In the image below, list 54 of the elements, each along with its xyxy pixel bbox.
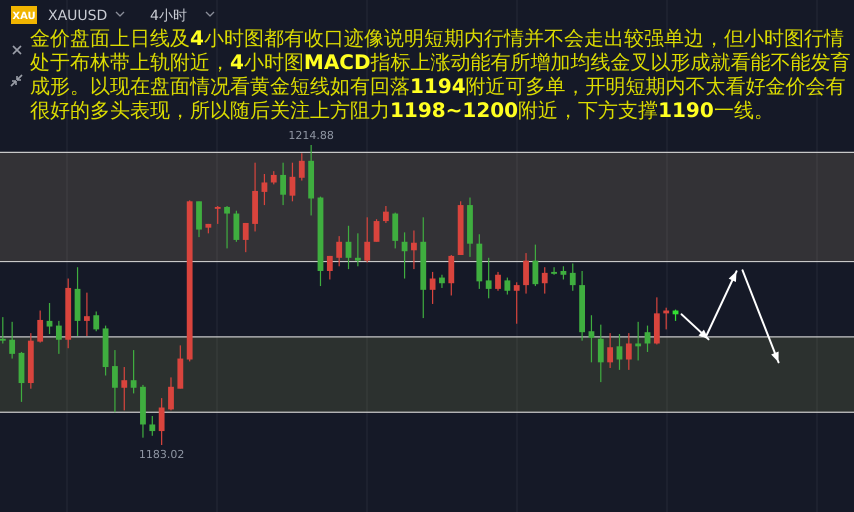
candlestick	[430, 271, 436, 305]
candlestick	[262, 173, 268, 206]
candlestick	[607, 332, 614, 369]
candlestick	[326, 255, 333, 280]
candlestick	[598, 324, 604, 383]
chart-subtitle: 4小时	[150, 8, 187, 24]
candlestick	[84, 292, 90, 337]
candlestick	[158, 398, 165, 446]
candlestick	[56, 320, 62, 354]
candlestick	[439, 274, 445, 289]
candlestick	[270, 170, 277, 185]
candlestick	[9, 321, 16, 360]
candlestick	[336, 236, 342, 267]
candlestick	[290, 162, 296, 202]
candlestick	[374, 218, 380, 242]
candlestick	[411, 230, 417, 270]
candlestick	[402, 232, 408, 280]
candlestick	[168, 376, 174, 411]
text: XAU	[12, 11, 36, 22]
candlestick	[514, 282, 520, 324]
candlestick	[644, 325, 650, 353]
candlestick	[346, 225, 352, 270]
candlestick	[495, 271, 501, 292]
candlestick	[532, 244, 538, 287]
candlestick	[588, 314, 594, 363]
candlestick	[354, 232, 361, 267]
chart-title: XAUUSD	[48, 8, 108, 24]
candlestick	[672, 308, 678, 322]
candlestick	[214, 205, 221, 225]
candlestick	[112, 349, 118, 413]
candlestick	[486, 257, 492, 299]
annotation: 1183.02	[138, 448, 184, 461]
candlestick	[93, 310, 100, 332]
candlestick	[382, 205, 389, 224]
candlestick	[298, 152, 305, 182]
candlestick	[364, 216, 370, 264]
text: 金价盘面上日线及4小时图都有收口迹像说明短期内行情并不会走出较强单边，但小时图行情处于布林带上轨附近，4小时图MACD指标上涨动能有所增加均线金叉以形成就看能不能发育成形。以现在盘面情况看黄金短线如有回落1194附近可多单，开明短期内不太看好金价会有很好的多头表现，所以随后关注上方阻力1198~1200附近，下方支撑1190一线。	[30, 26, 851, 122]
candlestick	[504, 276, 510, 296]
candlestick	[224, 205, 230, 249]
candlestick	[570, 262, 576, 292]
candlestick	[242, 222, 249, 253]
candlestick	[46, 302, 52, 335]
annotation: 1214.88	[288, 129, 334, 142]
candlestick	[560, 266, 566, 280]
candlestick	[121, 366, 128, 411]
candlestick	[542, 266, 548, 294]
candlestick	[280, 162, 286, 206]
candlestick	[37, 310, 44, 344]
candlestick	[149, 415, 156, 436]
candlestick	[635, 321, 642, 362]
candlestick	[626, 332, 632, 370]
candlestick	[663, 307, 670, 330]
candlestick	[616, 333, 622, 370]
candlestick	[130, 349, 137, 394]
